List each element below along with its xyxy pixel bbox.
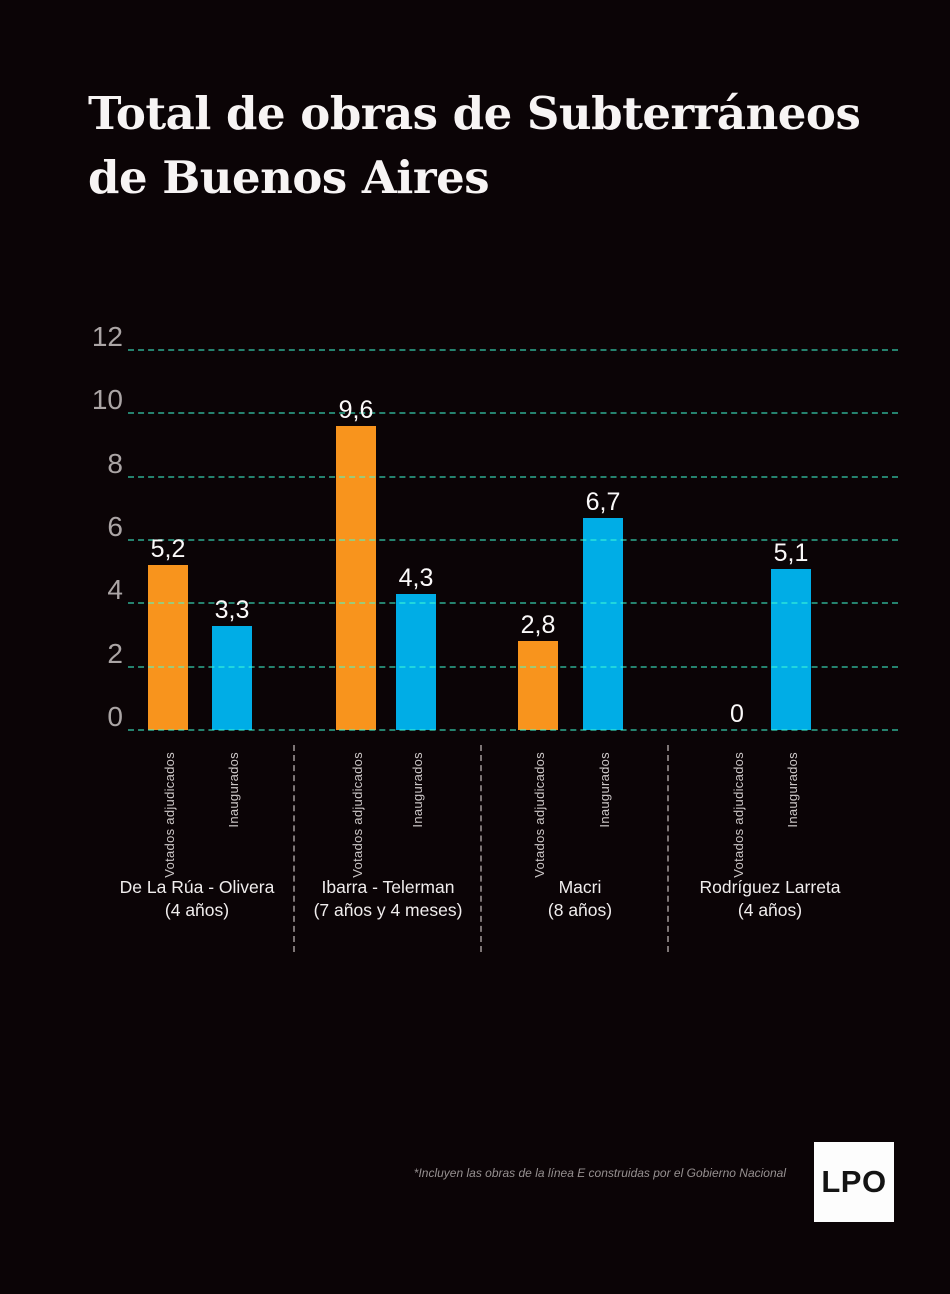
bar-series-label: Votados adjudicados <box>350 752 365 878</box>
bar-inaugurados <box>396 593 436 730</box>
group-name: Ibarra - Telerman <box>321 877 455 897</box>
y-axis-tick-label: 6 <box>107 511 123 542</box>
y-axis-tick-label: 4 <box>107 574 123 606</box>
group-separator <box>480 745 482 952</box>
group-duration: (4 años) <box>164 900 230 920</box>
y-axis-tick-label: 12 <box>91 321 123 352</box>
y-axis-tick-label: 10 <box>91 384 123 416</box>
bar-value-label: 6,7 <box>585 487 621 516</box>
bar-value-label: 0 <box>730 700 744 728</box>
bar-votados-adjudicados <box>336 426 376 730</box>
gridline-2 <box>128 665 898 668</box>
bar-inaugurados <box>212 625 252 730</box>
bar-value-label: 5,2 <box>150 535 186 564</box>
group-duration: (7 años y 4 meses) <box>313 900 463 920</box>
bar-value-label: 5,1 <box>773 538 809 567</box>
bar-value-label: 9,6 <box>338 396 374 424</box>
group-duration: (4 años) <box>737 900 803 920</box>
bar-series-label: Inaugurados <box>785 752 800 828</box>
bar-value-label: 3,3 <box>214 595 250 624</box>
y-axis-tick-label: 2 <box>107 637 123 669</box>
chart-title: Total de obras de Subterráneos de Buenos… <box>88 82 861 210</box>
gridline-0 <box>128 729 898 731</box>
group-separator <box>667 745 669 952</box>
bar-value-label: 2,8 <box>520 611 556 640</box>
lpo-logo-text: LPO <box>821 1164 887 1199</box>
x-axis-group-label: Macri (8 años) <box>460 876 700 922</box>
gridline-6 <box>128 539 898 541</box>
gridline-4 <box>128 602 898 605</box>
gridline-8 <box>128 475 898 478</box>
chart-title-line2: de Buenos Aires <box>88 151 490 204</box>
bar-inaugurados <box>771 568 811 730</box>
gridline-10 <box>128 412 898 415</box>
group-duration: (8 años) <box>547 900 613 920</box>
gridline-12 <box>128 349 898 351</box>
chart-title-line1: Total de obras de Subterráneos <box>88 87 861 140</box>
y-axis-tick-label: 0 <box>107 701 123 732</box>
bar-series-label: Inaugurados <box>597 752 612 828</box>
footnote: *Incluyen las obras de la línea E constr… <box>413 1166 786 1180</box>
bar-value-label: 4,3 <box>398 563 434 592</box>
x-axis-group-label: Rodríguez Larreta (4 años) <box>650 876 890 922</box>
bar-series-label: Inaugurados <box>226 752 241 828</box>
group-separator <box>293 745 295 952</box>
group-name: De La Rúa - Olivera <box>119 877 275 897</box>
bar-series-label: Votados adjudicados <box>162 752 177 878</box>
bar-series-label: Inaugurados <box>410 752 425 828</box>
x-axis-group-label: Ibarra - Telerman (7 años y 4 meses) <box>268 876 508 922</box>
bar-votados-adjudicados <box>518 641 558 730</box>
bar-series-label: Votados adjudicados <box>731 752 746 878</box>
lpo-logo: LPO <box>814 1142 894 1222</box>
bar-inaugurados <box>583 517 623 730</box>
bar-series-label: Votados adjudicados <box>532 752 547 878</box>
group-name: Rodríguez Larreta <box>699 877 841 897</box>
bar-votados-adjudicados <box>148 565 188 730</box>
x-axis-group-label: De La Rúa - Olivera (4 años) <box>77 876 317 922</box>
group-name: Macri <box>558 877 602 897</box>
y-axis-tick-label: 8 <box>107 447 123 479</box>
